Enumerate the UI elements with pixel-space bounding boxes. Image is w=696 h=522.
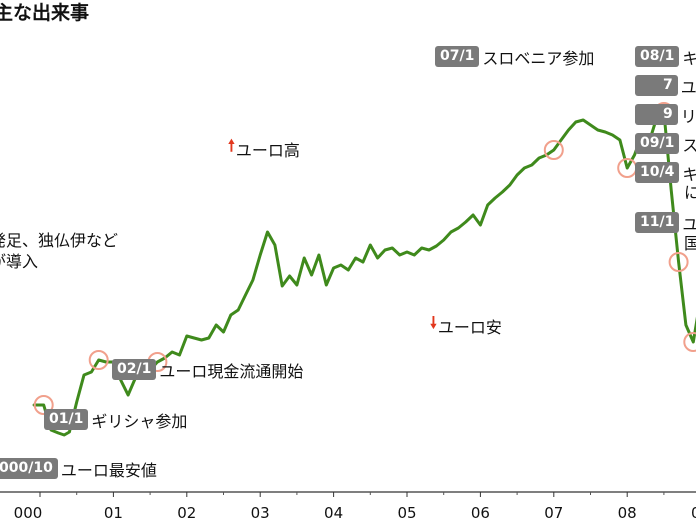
event-text: キ <box>682 48 696 68</box>
chart-title: 主な出来事 <box>0 2 90 24</box>
event-date-badge: 9 <box>635 104 678 125</box>
event-marker <box>88 350 109 370</box>
event-text: ユ <box>682 214 696 234</box>
event-text: に <box>684 182 696 202</box>
euro-rate-line <box>32 110 696 437</box>
euro-strong-label: 🠕 ユーロ高 <box>228 136 300 160</box>
event-2011-01-line2: 国 <box>684 231 696 253</box>
event-text: ギリシャ参加 <box>91 411 188 431</box>
x-tick-label: 03 <box>251 504 270 522</box>
x-tick-label: 01 <box>104 504 123 522</box>
event-2000-10: 000/10 ユーロ最安値 <box>0 458 157 480</box>
event-text: ユーロ現金流通開始 <box>159 361 304 381</box>
event-date-badge: 02/1 <box>112 359 157 380</box>
x-tick-label: 06 <box>471 504 490 522</box>
x-tick-label: 09 <box>691 504 696 522</box>
event-2008-09: 9 リ <box>635 104 696 126</box>
x-tick-label: 04 <box>324 504 343 522</box>
event-date-badge: 11/1 <box>635 212 680 233</box>
event-2010-04: 10/4 キ <box>635 162 696 184</box>
x-tick-label: 05 <box>397 504 416 522</box>
x-axis-tick-labels: 000 01 02 03 04 05 06 07 08 09 <box>14 504 696 522</box>
event-date-badge: 01/1 <box>44 409 89 430</box>
event-2008-07: 7 ユ <box>635 75 696 97</box>
event-marker <box>683 332 696 352</box>
event-marker <box>668 252 689 272</box>
event-date-badge: 7 <box>635 75 678 96</box>
event-date-badge: 10/4 <box>635 162 680 183</box>
event-date-badge: 000/10 <box>0 458 58 479</box>
up-arrow-icon: 🠕 <box>228 136 235 155</box>
event-date-badge: 09/1 <box>635 133 680 154</box>
launch-note-line2: が導入 <box>0 252 39 271</box>
event-text: リ <box>680 106 696 126</box>
euro-weak-label: 🠗 ユーロ安 <box>430 313 502 337</box>
event-2001-01: 01/1 ギリシャ参加 <box>44 409 188 431</box>
event-2010-04-line2: に <box>684 180 696 202</box>
euro-strong-text: ユーロ高 <box>235 140 300 160</box>
event-2011-01: 11/1 ユ <box>635 212 696 234</box>
x-tick-label: 000 <box>14 504 43 522</box>
launch-note-line1: 発足、独仏伊など <box>0 231 119 250</box>
event-text: 国 <box>684 233 696 253</box>
event-text: ユ <box>680 77 696 97</box>
event-date-badge: 07/1 <box>435 46 480 67</box>
event-date-badge: 08/1 <box>635 46 680 67</box>
event-text: キ <box>682 164 696 184</box>
event-text: スロベニア参加 <box>482 48 595 68</box>
x-tick-label: 08 <box>618 504 637 522</box>
event-2002-01: 02/1 ユーロ現金流通開始 <box>112 359 304 381</box>
event-2007-01: 07/1 スロベニア参加 <box>435 46 595 68</box>
event-marker <box>543 140 564 160</box>
event-2008-01: 08/1 キ <box>635 46 696 68</box>
down-arrow-icon: 🠗 <box>430 313 437 332</box>
event-text: ユーロ最安値 <box>60 460 157 480</box>
event-marker <box>33 395 54 415</box>
x-tick-label: 02 <box>177 504 196 522</box>
event-2009-01: 09/1 ス <box>635 133 696 155</box>
event-text: ス <box>682 135 696 155</box>
euro-weak-text: ユーロ安 <box>437 317 502 337</box>
x-axis-ticks <box>39 492 665 497</box>
x-tick-label: 07 <box>544 504 563 522</box>
